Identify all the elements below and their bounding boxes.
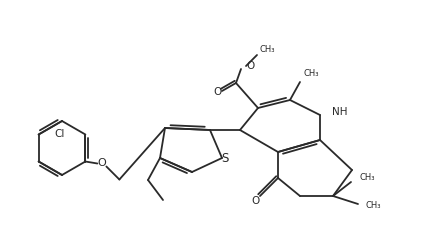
Text: O: O <box>97 158 106 168</box>
Text: Cl: Cl <box>55 129 65 139</box>
Text: S: S <box>221 151 229 164</box>
Text: CH₃: CH₃ <box>303 69 319 79</box>
Text: O: O <box>251 196 259 206</box>
Text: O: O <box>246 61 254 71</box>
Text: CH₃: CH₃ <box>260 45 276 55</box>
Text: CH₃: CH₃ <box>366 202 381 210</box>
Text: O: O <box>213 87 221 97</box>
Text: CH₃: CH₃ <box>359 174 374 182</box>
Text: NH: NH <box>332 107 348 117</box>
